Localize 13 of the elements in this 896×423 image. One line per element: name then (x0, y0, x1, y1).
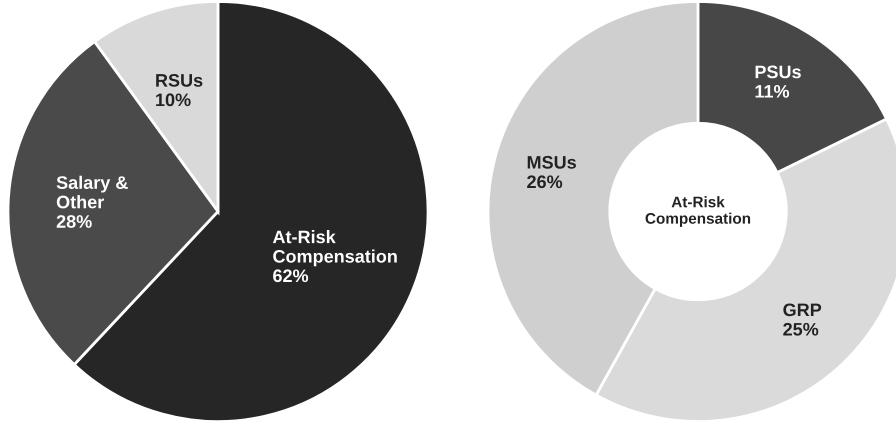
text: At-Risk Compensation (646, 196, 750, 227)
slice-label: PSUs (756, 66, 801, 78)
data-label: 10% (156, 93, 191, 106)
data-label: 11% (756, 84, 790, 98)
data-label: 25% (783, 322, 818, 336)
slice-label: MSUs (528, 156, 576, 169)
slice-label: At-Risk Compensation (272, 230, 397, 266)
data-label: 62% (273, 269, 308, 282)
slice-label: GRP (783, 303, 822, 316)
slice-label: Salary & Other (56, 176, 128, 208)
data-label: 28% (56, 215, 92, 228)
data-label: 26% (527, 175, 562, 188)
slice-label: RSUs (156, 74, 202, 87)
